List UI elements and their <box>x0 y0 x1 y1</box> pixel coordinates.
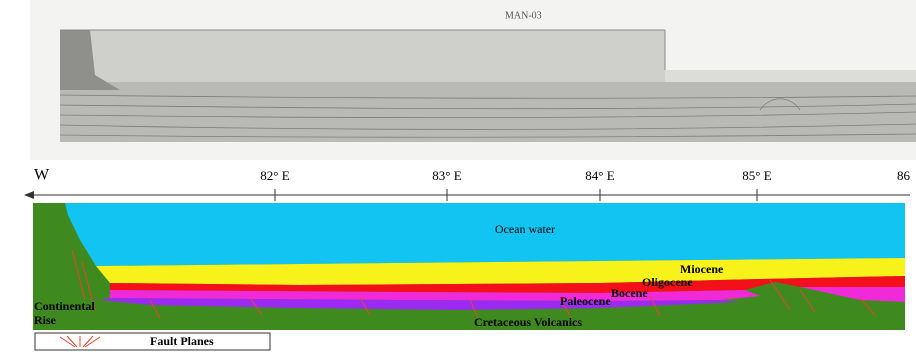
layer-label: Continental <box>34 299 95 313</box>
layer-label: Cretaceous Volcanics <box>474 315 582 329</box>
tick-label: 86 <box>897 168 911 183</box>
seismic-image: MAN-03 <box>30 0 916 160</box>
legend: Fault Planes <box>35 333 270 350</box>
layer-label: Paleocene <box>560 294 611 308</box>
ticks: 82° E 83° E 84° E 85° E 86 <box>260 168 910 201</box>
layer-label: Ocean water <box>495 222 555 236</box>
tick-label: 84° E <box>585 168 614 183</box>
tick-label: 83° E <box>432 168 461 183</box>
figure: MAN-03 W 82° E 83° E 84° E 85° E 86 Ocea… <box>0 0 916 352</box>
layer-label: Rise <box>34 313 57 327</box>
layer-label: Oligocene <box>642 275 693 289</box>
image-title: MAN-03 <box>505 10 542 21</box>
cross-section: Ocean water Miocene Oligocene Bocene Pal… <box>33 203 905 330</box>
tick-label: 85° E <box>742 168 771 183</box>
layer-label: Miocene <box>680 262 724 276</box>
axis-arrow <box>24 191 34 199</box>
legend-label: Fault Planes <box>150 334 214 348</box>
layer-label: Bocene <box>611 286 648 300</box>
tick-label: 82° E <box>260 168 289 183</box>
direction-label: W <box>34 167 50 184</box>
